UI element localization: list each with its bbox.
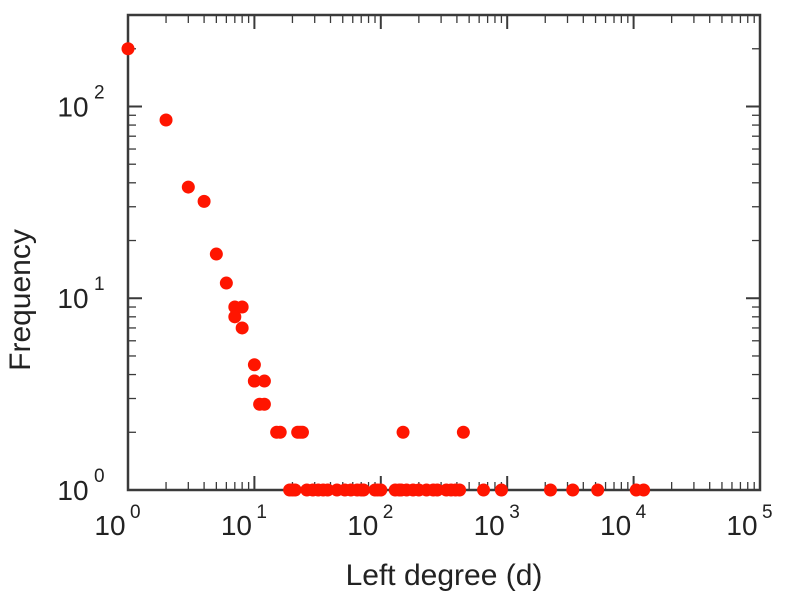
data-point-9[interactable] bbox=[236, 321, 249, 334]
svg-text:10: 10 bbox=[57, 475, 88, 506]
data-point-52[interactable] bbox=[453, 484, 466, 497]
svg-text:1: 1 bbox=[94, 274, 105, 295]
data-point-3[interactable] bbox=[198, 195, 211, 208]
data-point-39[interactable] bbox=[374, 484, 387, 497]
x-tick-label-4: 10 4 bbox=[600, 502, 647, 541]
svg-text:10: 10 bbox=[57, 283, 88, 314]
plot-frame bbox=[128, 15, 760, 490]
data-point-1[interactable] bbox=[160, 114, 173, 127]
data-point-21[interactable] bbox=[397, 426, 410, 439]
data-point-4[interactable] bbox=[210, 248, 223, 261]
y-tick-label-1: 10 1 bbox=[57, 274, 104, 314]
data-point-0[interactable] bbox=[122, 42, 135, 55]
data-point-5[interactable] bbox=[220, 277, 233, 290]
svg-text:2: 2 bbox=[94, 82, 105, 103]
data-point-36[interactable] bbox=[357, 484, 370, 497]
data-point-15[interactable] bbox=[258, 398, 271, 411]
data-point-22[interactable] bbox=[457, 426, 470, 439]
x-tick-label-2: 10 2 bbox=[347, 502, 393, 541]
svg-text:4: 4 bbox=[636, 502, 647, 523]
data-point-54[interactable] bbox=[495, 484, 508, 497]
data-point-53[interactable] bbox=[477, 484, 490, 497]
x-tick-label-0: 10 0 bbox=[94, 502, 140, 541]
data-point-57[interactable] bbox=[591, 484, 604, 497]
svg-text:1: 1 bbox=[256, 502, 267, 523]
chart-container: 10 0 10 1 10 2 10 3 10 4 10 5 10 0 10 1 10 2 Left degree … bbox=[0, 0, 804, 600]
data-point-20[interactable] bbox=[296, 426, 309, 439]
svg-text:2: 2 bbox=[383, 502, 394, 523]
svg-text:0: 0 bbox=[94, 466, 105, 487]
svg-text:0: 0 bbox=[130, 502, 141, 523]
data-point-17[interactable] bbox=[274, 426, 287, 439]
data-point-8[interactable] bbox=[236, 301, 249, 314]
data-point-59[interactable] bbox=[637, 484, 650, 497]
svg-text:3: 3 bbox=[509, 502, 520, 523]
data-point-2[interactable] bbox=[182, 181, 195, 194]
svg-text:10: 10 bbox=[347, 510, 378, 541]
data-point-56[interactable] bbox=[566, 484, 579, 497]
data-point-13[interactable] bbox=[258, 375, 271, 388]
data-point-10[interactable] bbox=[248, 358, 261, 371]
x-tick-label-3: 10 3 bbox=[474, 502, 520, 541]
axis-tick-labels: 10 0 10 1 10 2 10 3 10 4 10 510 010 110 2 bbox=[57, 82, 772, 541]
data-point-25[interactable] bbox=[289, 484, 302, 497]
x-tick-label-5: 10 5 bbox=[726, 502, 772, 541]
svg-text:10: 10 bbox=[94, 510, 125, 541]
axis-ticks bbox=[128, 15, 760, 490]
svg-text:10: 10 bbox=[221, 510, 252, 541]
y-tick-label-0: 10 0 bbox=[57, 466, 104, 506]
svg-text:10: 10 bbox=[57, 91, 88, 122]
x-tick-label-1: 10 1 bbox=[221, 502, 267, 541]
y-axis-title: Frequency bbox=[4, 229, 37, 371]
svg-text:10: 10 bbox=[600, 510, 631, 541]
svg-text:10: 10 bbox=[474, 510, 505, 541]
plot-border-rect bbox=[128, 15, 760, 490]
data-points-group bbox=[122, 42, 651, 496]
svg-text:10: 10 bbox=[726, 510, 757, 541]
svg-text:5: 5 bbox=[762, 502, 773, 523]
data-point-55[interactable] bbox=[544, 484, 557, 497]
y-tick-label-2: 10 2 bbox=[57, 82, 104, 122]
scatter-plot-svg: 10 0 10 1 10 2 10 3 10 4 10 510 010 110 2 Left degree … bbox=[0, 0, 804, 600]
x-axis-title: Left degree (d) bbox=[346, 559, 543, 592]
